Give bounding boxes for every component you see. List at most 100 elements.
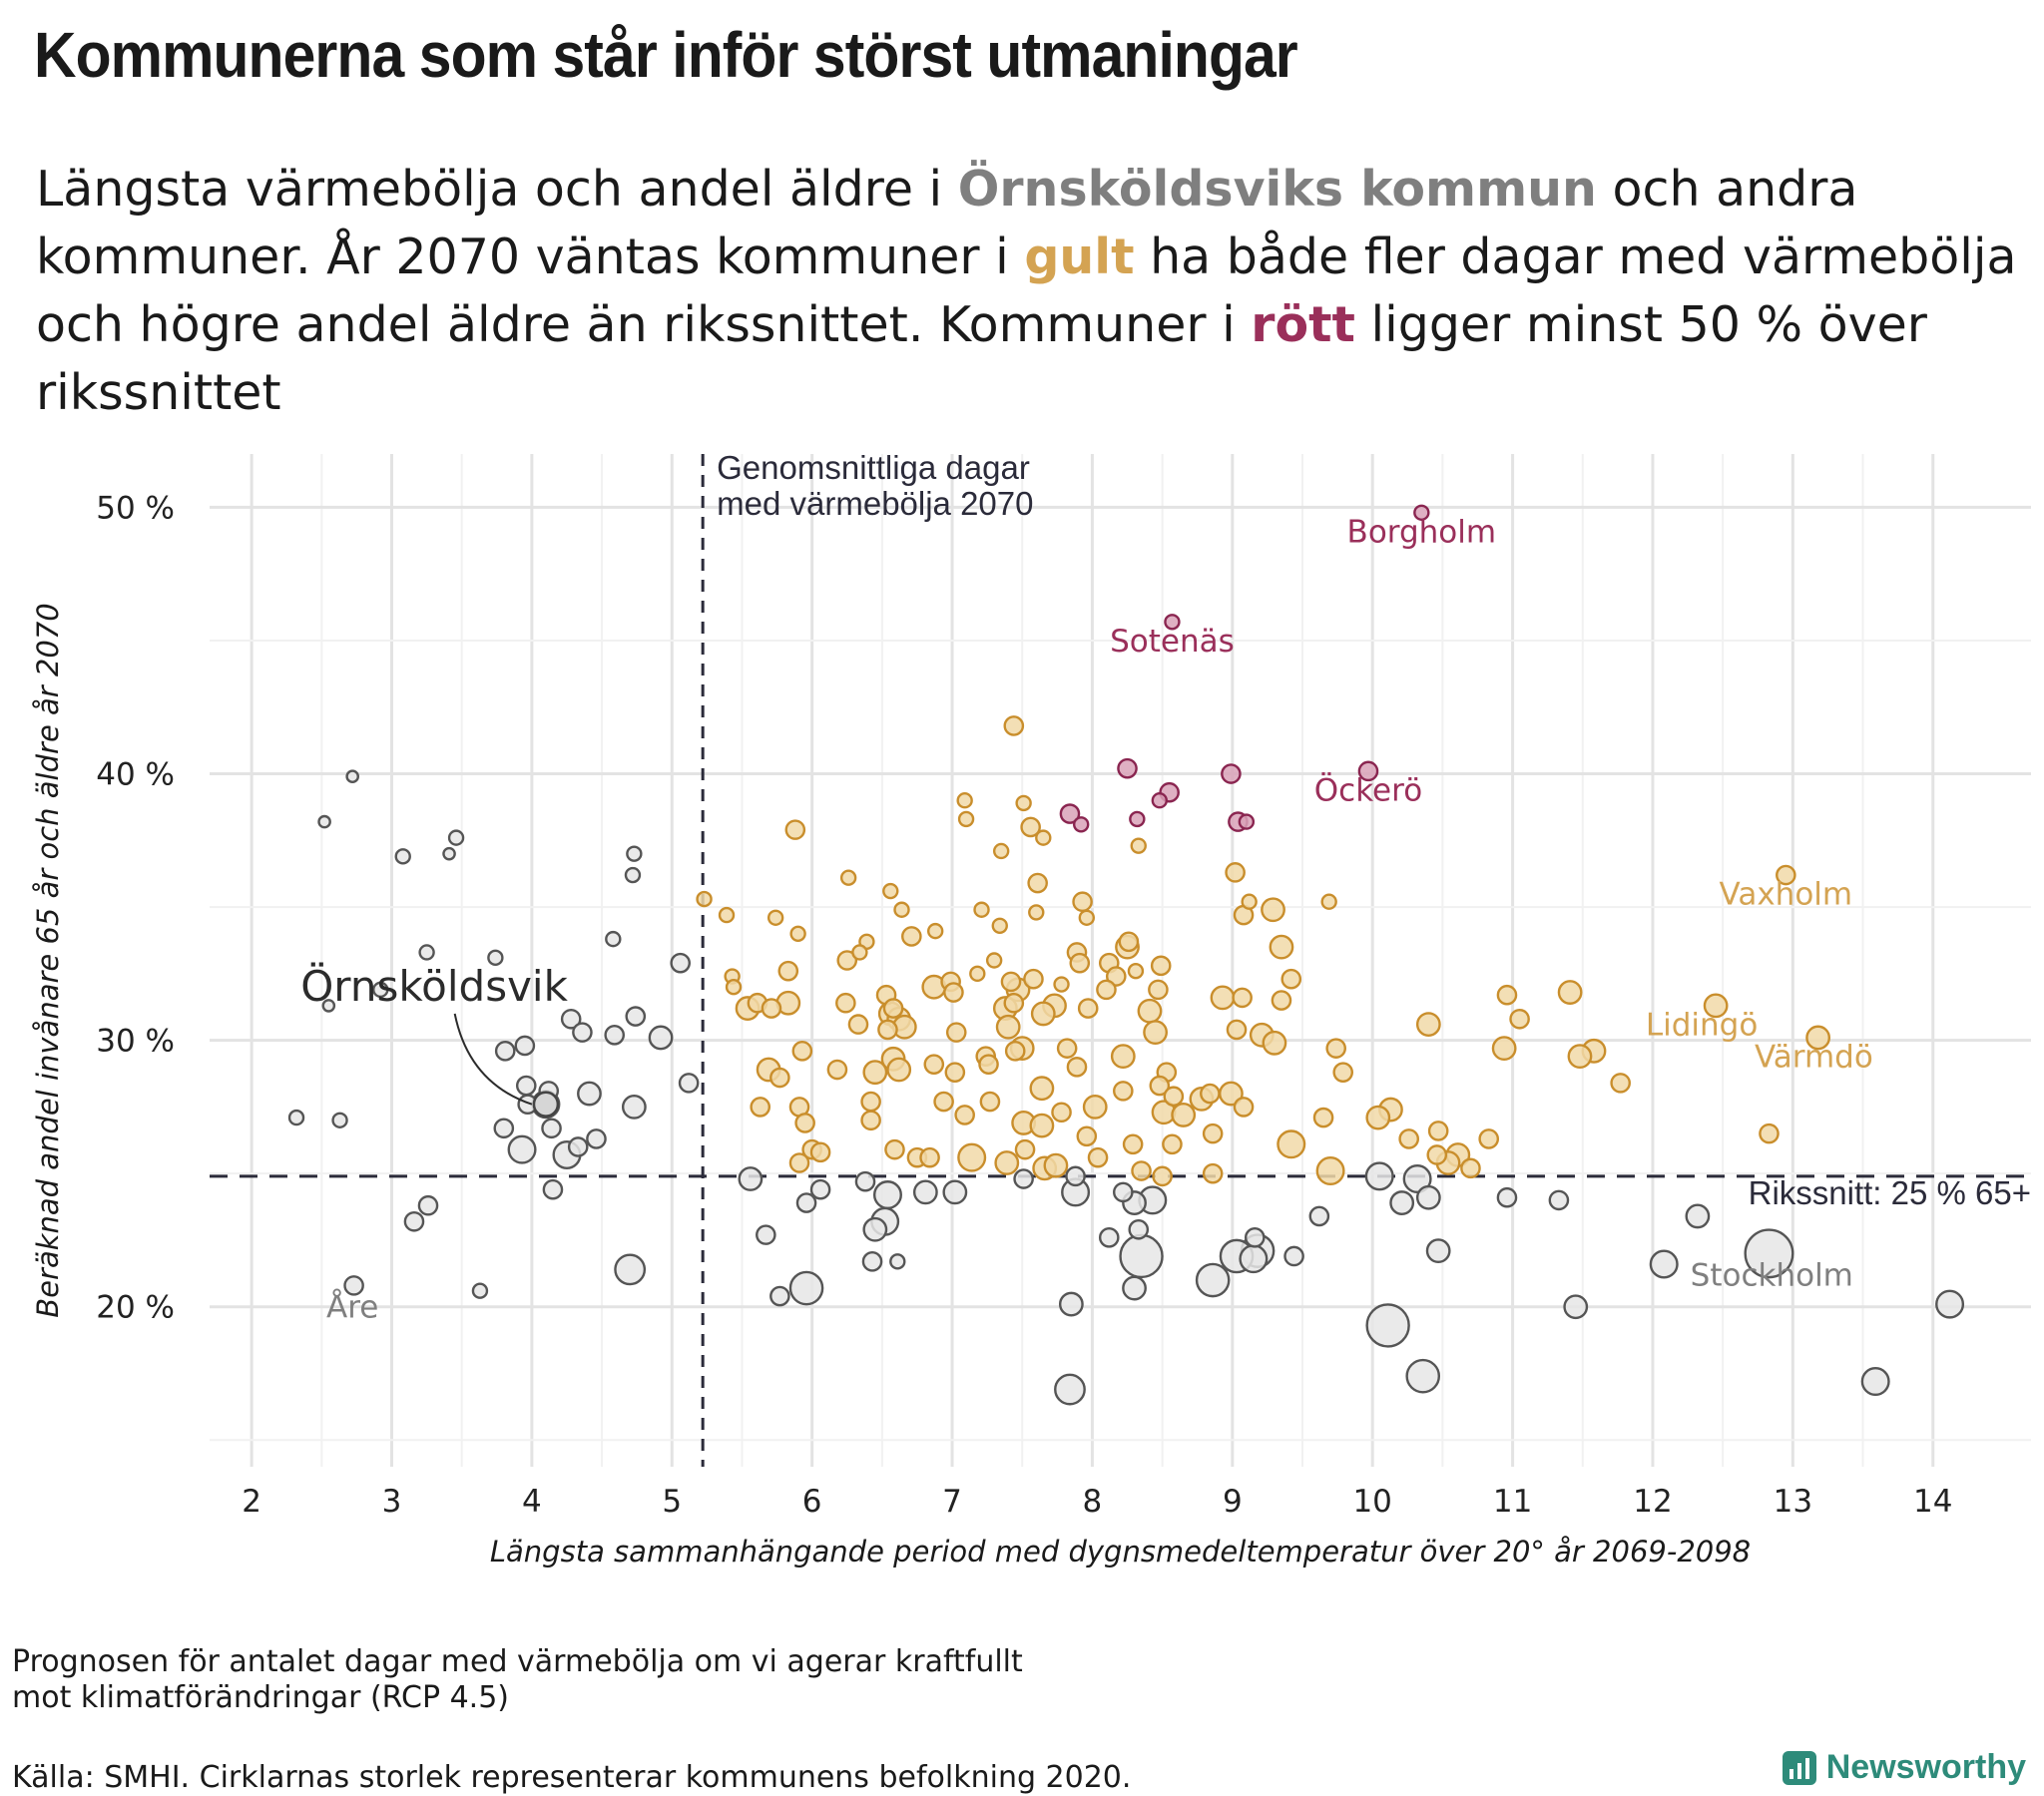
data-point-grey xyxy=(1113,1181,1134,1203)
x-tick-label: 7 xyxy=(942,1484,962,1520)
data-point-grey xyxy=(1649,1249,1679,1279)
point-label: Värmdö xyxy=(1755,1040,1873,1076)
data-point-grey xyxy=(769,1285,790,1307)
data-point-gold xyxy=(784,819,806,840)
data-point-grey xyxy=(1283,1245,1304,1267)
data-point-red xyxy=(1059,803,1081,824)
data-point-gold xyxy=(919,1146,940,1168)
data-point-gold xyxy=(1030,1001,1056,1027)
data-point-grey xyxy=(1496,1186,1518,1208)
data-point-gold xyxy=(957,810,975,828)
data-point-gold xyxy=(1478,1128,1500,1149)
x-tick-label: 10 xyxy=(1352,1484,1391,1520)
data-point-gold xyxy=(1077,998,1099,1019)
data-point-gold xyxy=(985,952,1003,969)
subtitle-text-1: Längsta värmebölja och andel äldre i xyxy=(36,161,958,218)
data-point-gold xyxy=(944,1062,966,1083)
data-point-gold xyxy=(1051,1102,1072,1123)
data-point-gold xyxy=(1150,955,1172,977)
data-point-gold xyxy=(1427,1121,1449,1141)
chart-subtitle: Längsta värmebölja och andel äldre i Örn… xyxy=(36,156,2022,427)
data-point-grey xyxy=(1563,1294,1589,1320)
data-point-gold xyxy=(769,1067,790,1089)
data-point-gold xyxy=(1776,864,1796,886)
data-point-gold xyxy=(1557,980,1583,1005)
data-point-red xyxy=(1072,816,1090,833)
data-point-gold xyxy=(957,1142,987,1172)
data-point-grey xyxy=(447,829,465,846)
data-point-gold xyxy=(1202,1162,1224,1184)
data-point-gold xyxy=(836,950,858,971)
data-point-grey xyxy=(417,1194,439,1216)
data-point-grey xyxy=(515,1075,537,1097)
data-point-grey xyxy=(572,1022,593,1043)
data-point-gold xyxy=(1087,1146,1109,1168)
x-axis-title: Längsta sammanhängande period med dygnsm… xyxy=(490,1535,1751,1569)
data-point-gold xyxy=(1043,1152,1069,1178)
data-point-grey xyxy=(1364,1161,1394,1191)
x-tick-label: 13 xyxy=(1774,1484,1812,1520)
data-point-grey xyxy=(1744,1228,1794,1279)
data-point-gold xyxy=(1130,837,1147,854)
data-point-gold xyxy=(766,909,784,926)
point-label: Borgholm xyxy=(1347,514,1497,550)
data-point-gold xyxy=(1232,987,1253,1009)
data-point-gold xyxy=(1000,971,1022,993)
data-point-gold xyxy=(1113,1081,1134,1102)
data-point-gold xyxy=(1202,1122,1224,1144)
data-point-gold xyxy=(1759,1122,1780,1144)
data-point-gold xyxy=(1805,1025,1831,1051)
data-point-gold xyxy=(973,901,990,918)
point-label: Åre xyxy=(326,1290,378,1326)
data-point-gold xyxy=(1332,1062,1354,1083)
data-point-grey xyxy=(942,1179,968,1205)
data-point-gold xyxy=(862,1060,888,1086)
data-point-grey xyxy=(321,999,336,1013)
highlight-label: Örnsköldsvik xyxy=(300,961,568,1011)
subtitle-text-3: ha både fler dagar med värmebölja och hö… xyxy=(36,228,2017,353)
data-point-grey xyxy=(403,1210,425,1232)
data-points xyxy=(287,504,1965,1406)
data-point-gold xyxy=(1491,1036,1517,1062)
data-point-grey xyxy=(614,1253,647,1286)
data-point-gold xyxy=(1567,1044,1593,1070)
x-tick-label: 11 xyxy=(1493,1484,1532,1520)
data-point-gold xyxy=(1277,1129,1306,1159)
data-point-gold xyxy=(995,1014,1021,1040)
data-point-gold xyxy=(860,1091,881,1113)
data-point-red xyxy=(1238,813,1256,830)
data-point-gold xyxy=(1426,1144,1448,1165)
data-point-gold xyxy=(1365,1105,1391,1130)
x-tick-label: 6 xyxy=(802,1484,822,1520)
data-point-grey xyxy=(872,1180,902,1210)
vline-label-line-1: Genomsnittliga dagar xyxy=(717,449,1030,486)
data-point-gold xyxy=(1096,979,1117,1001)
data-point-grey xyxy=(854,1170,876,1192)
data-point-gold xyxy=(1035,829,1052,846)
data-point-grey xyxy=(648,1025,674,1051)
data-point-grey xyxy=(788,1270,824,1306)
x-tick-label: 12 xyxy=(1633,1484,1672,1520)
data-point-gold xyxy=(1241,893,1258,910)
data-point-gold xyxy=(788,1152,810,1173)
data-point-grey xyxy=(625,1006,647,1027)
data-point-gold xyxy=(1137,998,1163,1024)
x-tick-label: 2 xyxy=(242,1484,261,1520)
data-point-grey xyxy=(372,981,389,999)
x-tick-label: 9 xyxy=(1223,1484,1243,1520)
y-axis-title: Beräknad andel invånare 65 år och äldre … xyxy=(31,603,65,1317)
data-point-grey xyxy=(1098,1226,1120,1248)
data-point-grey xyxy=(809,1178,831,1200)
data-point-grey xyxy=(678,1073,700,1094)
data-point-grey xyxy=(756,1224,776,1245)
data-point-gold xyxy=(886,1057,912,1083)
data-point-grey xyxy=(1013,1168,1034,1189)
data-point-gold xyxy=(835,992,856,1014)
data-point-gold xyxy=(826,1059,848,1081)
data-point-gold xyxy=(1509,1008,1530,1030)
data-point-grey xyxy=(418,944,435,961)
data-point-gold xyxy=(978,1054,999,1075)
point-label: Sotenäs xyxy=(1110,624,1235,660)
data-point-gold xyxy=(1127,962,1145,980)
bar-chart-icon xyxy=(1782,1750,1816,1785)
